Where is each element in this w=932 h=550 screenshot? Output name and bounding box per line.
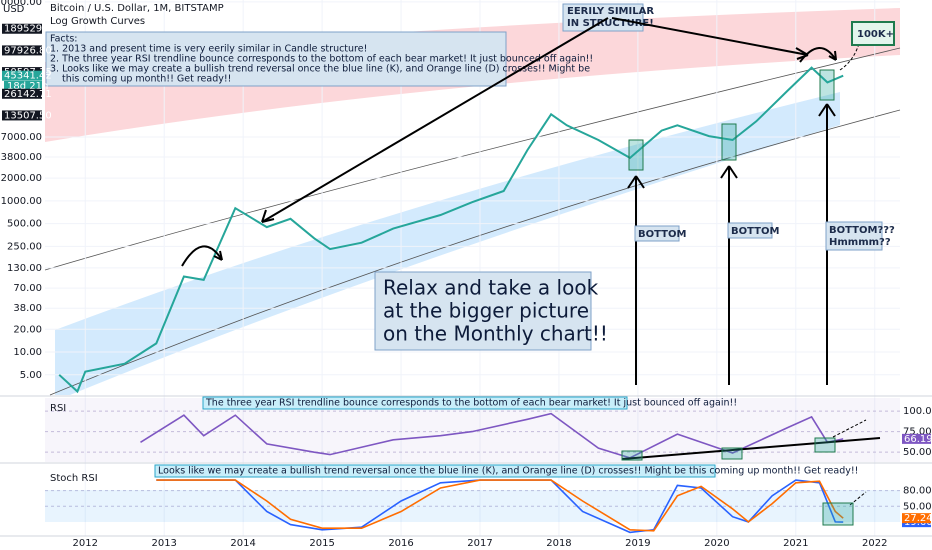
x-tick-label: 2012 <box>73 538 98 549</box>
y-tick-label: 3800.00 <box>1 152 42 163</box>
y-tick-label: 500.00 <box>7 219 42 230</box>
label-box <box>727 222 773 239</box>
y-tick-label: 70.00 <box>13 283 42 294</box>
chart-subtitle: Log Growth Curves <box>50 16 145 27</box>
message: Relax and take a look <box>383 276 599 300</box>
value-tag-label: 66.19 <box>904 434 932 445</box>
series-line <box>156 479 844 532</box>
y-tick-label: 100.00 <box>903 406 932 417</box>
y-tick-label: 50.00 <box>903 501 932 512</box>
label-box <box>634 225 680 242</box>
price-tag <box>2 70 42 81</box>
y-tick-label: 2000.00 <box>1 173 42 184</box>
growth-curve <box>44 47 901 271</box>
x-tick-label: 2019 <box>625 538 650 549</box>
series-line <box>156 479 844 534</box>
price-tag-label: 13507.50 <box>4 110 52 121</box>
y-tick-label: 430000.00 <box>0 0 42 8</box>
facts-line: this coming up month!! Get ready!! <box>62 74 231 85</box>
x-tick-label: 2016 <box>388 538 413 549</box>
note-box <box>154 464 716 478</box>
facts-box <box>45 31 507 87</box>
x-tick-label: 2013 <box>151 538 176 549</box>
panel-title: Stoch RSI <box>50 473 98 484</box>
value-tag <box>902 513 931 524</box>
y-tick-label: 38.00 <box>13 303 42 314</box>
label-box <box>825 221 883 251</box>
price-tag <box>2 45 42 56</box>
unit-label: USD <box>3 4 25 15</box>
series-line <box>140 412 844 459</box>
y-tick-label: 80.00 <box>903 486 932 497</box>
panel-note: Looks like we may create a bullish trend… <box>158 466 858 477</box>
y-tick-label: 1000.00 <box>1 196 42 207</box>
target-label: 100K+ <box>857 29 894 40</box>
facts-line: 3. Looks like we may create a bullish tr… <box>50 64 590 75</box>
callout: IN STRUCTURE! <box>567 18 654 29</box>
value-tag <box>902 433 931 444</box>
bottom-label: BOTTOM??? <box>829 225 895 236</box>
price-tag <box>2 88 42 99</box>
price-tag-label: 45341.42 <box>4 71 52 82</box>
x-tick-label: 2021 <box>783 538 808 549</box>
callout: EERILY SIMILAR <box>567 6 654 17</box>
x-tick-label: 2020 <box>704 538 729 549</box>
countdown-box <box>4 81 42 91</box>
grid <box>45 0 900 536</box>
callout-box <box>562 3 644 32</box>
x-tick-label: 2018 <box>546 538 571 549</box>
y-tick-label: 10.00 <box>13 347 42 358</box>
panel-note: The three year RSI trendline bounce corr… <box>205 398 737 409</box>
price-tag <box>2 110 42 121</box>
price-tag-label: 97926.80 <box>4 45 52 56</box>
facts-line: 2. The three year RSI trendline bounce c… <box>50 54 593 65</box>
price-tag-label: 189529.61 <box>4 24 58 35</box>
y-tick-label: 130.00 <box>7 263 42 274</box>
x-tick-label: 2014 <box>230 538 255 549</box>
x-tick-label: 2022 <box>862 538 887 549</box>
facts-line: Facts: <box>50 34 78 45</box>
value-tag-label: 27.24 <box>904 513 932 524</box>
chart-title: Bitcoin / U.S. Dollar, 1M, BITSTAMP <box>50 3 224 14</box>
message: on the Monthly chart!! <box>383 322 608 346</box>
price-tag-label: 26142.71 <box>4 89 52 100</box>
projection <box>832 39 867 506</box>
message: at the bigger picture <box>383 299 589 323</box>
y-tick-label: 250.00 <box>7 241 42 252</box>
y-tick-label: 75.00 <box>903 427 932 438</box>
countdown: 18d 21h <box>7 81 48 92</box>
price-tag <box>2 23 42 34</box>
y-tick-label: 5.00 <box>20 370 42 381</box>
highlight-boxes <box>621 69 854 526</box>
lower-band <box>55 92 840 395</box>
message-box <box>374 271 592 351</box>
bottom-label: Hmmmm?? <box>829 237 891 248</box>
series-line <box>58 66 844 394</box>
stoch-band <box>45 490 900 522</box>
y-tick-label: 7000.00 <box>1 132 42 143</box>
y-tick-label: 50.00 <box>903 447 932 458</box>
facts-line: 1. 2013 and present time is very eerily … <box>50 44 367 55</box>
facts: Facts: 1. 2013 and present time is very … <box>50 34 593 85</box>
growth-curve <box>49 109 901 396</box>
bottom-label: BOTTOM <box>731 226 779 237</box>
bottom-label: BOTTOM <box>638 229 686 240</box>
target-box <box>851 21 895 46</box>
x-tick-label: 2017 <box>467 538 492 549</box>
y-tick-label: 20.00 <box>13 324 42 335</box>
x-tick-label: 2015 <box>309 538 334 549</box>
plots <box>58 66 844 534</box>
panel-title: RSI <box>50 403 66 414</box>
note-box <box>202 396 628 410</box>
